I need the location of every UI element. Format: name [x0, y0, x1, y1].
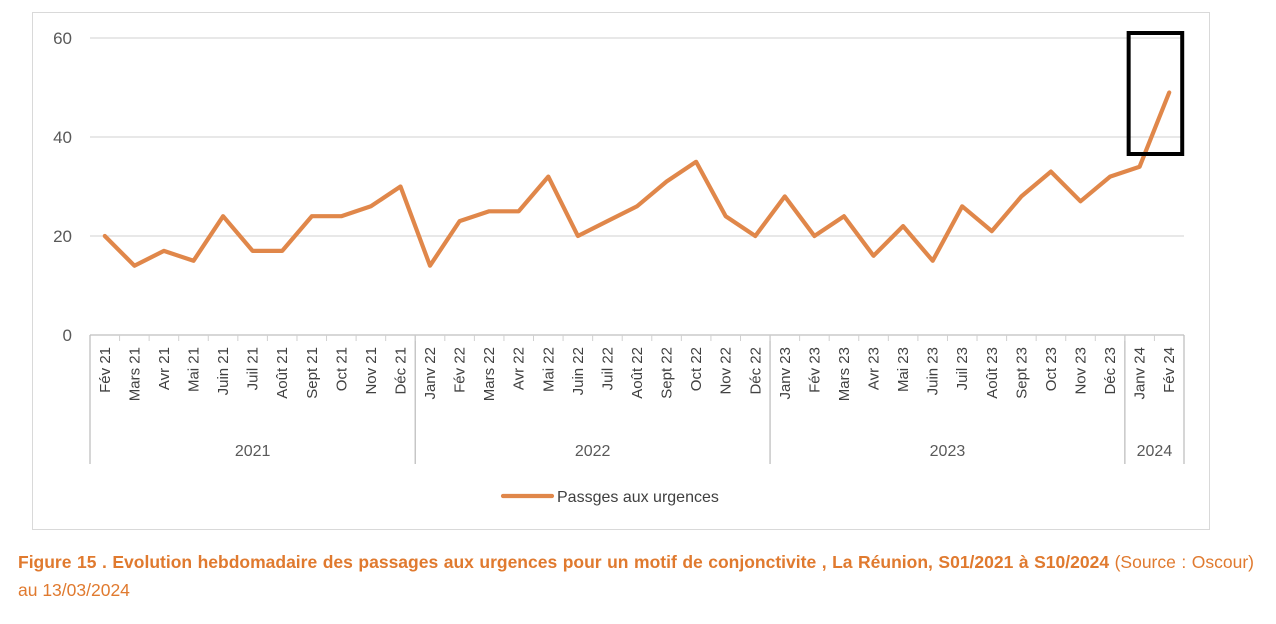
data-point [222, 215, 224, 217]
year-group-label: 2021 [235, 443, 271, 460]
data-point [459, 220, 461, 222]
data-point [754, 235, 756, 237]
series [102, 90, 1172, 268]
data-point [636, 205, 638, 207]
y-tick-label: 60 [53, 29, 72, 48]
year-group-label: 2022 [575, 443, 611, 460]
x-tick-label: Avr 23 [866, 347, 883, 390]
data-point [813, 235, 815, 237]
y-tick-label: 0 [63, 326, 72, 345]
x-tick-label: Janv 24 [1132, 347, 1149, 400]
data-point [902, 225, 904, 227]
data-point [252, 250, 254, 252]
x-tick-label: Mars 23 [836, 347, 853, 401]
x-tick-label: Avr 21 [156, 347, 173, 390]
x-tick-label: Juin 22 [570, 347, 587, 395]
data-point [695, 161, 697, 163]
x-tick-label: Sept 21 [304, 347, 321, 399]
data-point [133, 265, 135, 267]
x-tick-label: Déc 23 [1102, 347, 1119, 395]
data-point [399, 186, 401, 187]
chart-frame [32, 12, 1210, 530]
data-point [547, 176, 549, 178]
legend-label: Passges aux urgences [557, 489, 719, 506]
data-point [1080, 200, 1082, 202]
x-tick-label: Mars 22 [481, 347, 498, 401]
x-tick-label: Oct 21 [333, 347, 350, 391]
x-tick-label: Sept 22 [659, 347, 676, 399]
x-tick-label: Déc 21 [392, 347, 409, 395]
x-tick-label: Juil 22 [599, 347, 616, 390]
data-point [666, 181, 668, 183]
data-point [104, 235, 106, 237]
x-tick-label: Mars 21 [126, 347, 143, 401]
data-point [1168, 91, 1170, 93]
data-point [311, 215, 313, 217]
x-tick-label: Août 21 [274, 347, 291, 399]
x-tick-label: Août 22 [629, 347, 646, 399]
data-point [1109, 176, 1111, 178]
data-point [606, 220, 608, 222]
x-tick-label: Janv 23 [777, 347, 794, 400]
x-tick-label: Mai 22 [540, 347, 557, 392]
data-point [488, 210, 490, 212]
data-point [163, 250, 165, 252]
x-tick-label: Mai 23 [895, 347, 912, 392]
x-tick-label: Juin 23 [925, 347, 942, 395]
y-tick-label: 20 [53, 227, 72, 246]
data-point [961, 205, 963, 207]
x-tick-label: Nov 21 [363, 347, 380, 395]
x-tick-label: Oct 23 [1043, 347, 1060, 391]
data-point [1139, 166, 1141, 168]
data-point [518, 210, 520, 212]
data-point [873, 255, 875, 257]
caption-title: Figure 15 . Evolution hebdomadaire des p… [18, 552, 1110, 572]
x-tick-label: Fév 21 [97, 347, 114, 393]
x-tick-label: Avr 22 [511, 347, 528, 390]
series-line [102, 90, 1172, 268]
figure-caption: Figure 15 . Evolution hebdomadaire des p… [18, 548, 1254, 604]
x-tick-label: Janv 22 [422, 347, 439, 400]
x-tick-label: Fév 24 [1161, 347, 1178, 393]
year-group-label: 2024 [1137, 443, 1173, 460]
y-axis: 0 20 40 60 [53, 29, 72, 345]
line-chart: 0 20 40 60 Fév 21 Mars 21 Avr 21 Mai 21 Juin 21… [53, 29, 1185, 506]
grid-lines [90, 37, 1184, 336]
x-tick-label: Août 23 [984, 347, 1001, 399]
data-point [370, 205, 372, 207]
x-axis: Fév 21 Mars 21 Avr 21 Mai 21 Juin 21 Juil 21 A… [89, 335, 1185, 464]
legend: Passges aux urgences [500, 489, 719, 506]
annotations [1126, 31, 1185, 156]
data-point [843, 215, 845, 217]
x-tick-label: Fév 22 [452, 347, 469, 393]
data-point [340, 215, 342, 217]
data-point [281, 250, 283, 252]
x-tick-label: Nov 23 [1073, 347, 1090, 395]
data-point [725, 215, 727, 217]
data-point [991, 230, 993, 232]
x-tick-label: Fév 23 [806, 347, 823, 393]
year-group-label: 2023 [930, 443, 966, 460]
x-tick-label: Oct 22 [688, 347, 705, 391]
data-point [1020, 195, 1022, 197]
data-point [1050, 171, 1052, 173]
highlight-box [1126, 31, 1185, 156]
data-point [577, 235, 579, 237]
x-tick-label: Mai 21 [185, 347, 202, 392]
x-tick-label: Sept 23 [1013, 347, 1030, 399]
data-point [932, 260, 934, 262]
x-tick-label: Juil 23 [954, 347, 971, 390]
data-point [192, 260, 194, 262]
x-tick-label: Nov 22 [718, 347, 735, 395]
y-tick-label: 40 [53, 128, 72, 147]
data-point [429, 265, 431, 267]
x-tick-label: Juil 21 [245, 347, 262, 390]
x-tick-label: Juin 21 [215, 347, 232, 395]
data-point [784, 195, 786, 197]
caption-source: (Source : Oscour) au 13/03/2024 [18, 552, 1254, 600]
x-tick-label: Déc 22 [747, 347, 764, 395]
